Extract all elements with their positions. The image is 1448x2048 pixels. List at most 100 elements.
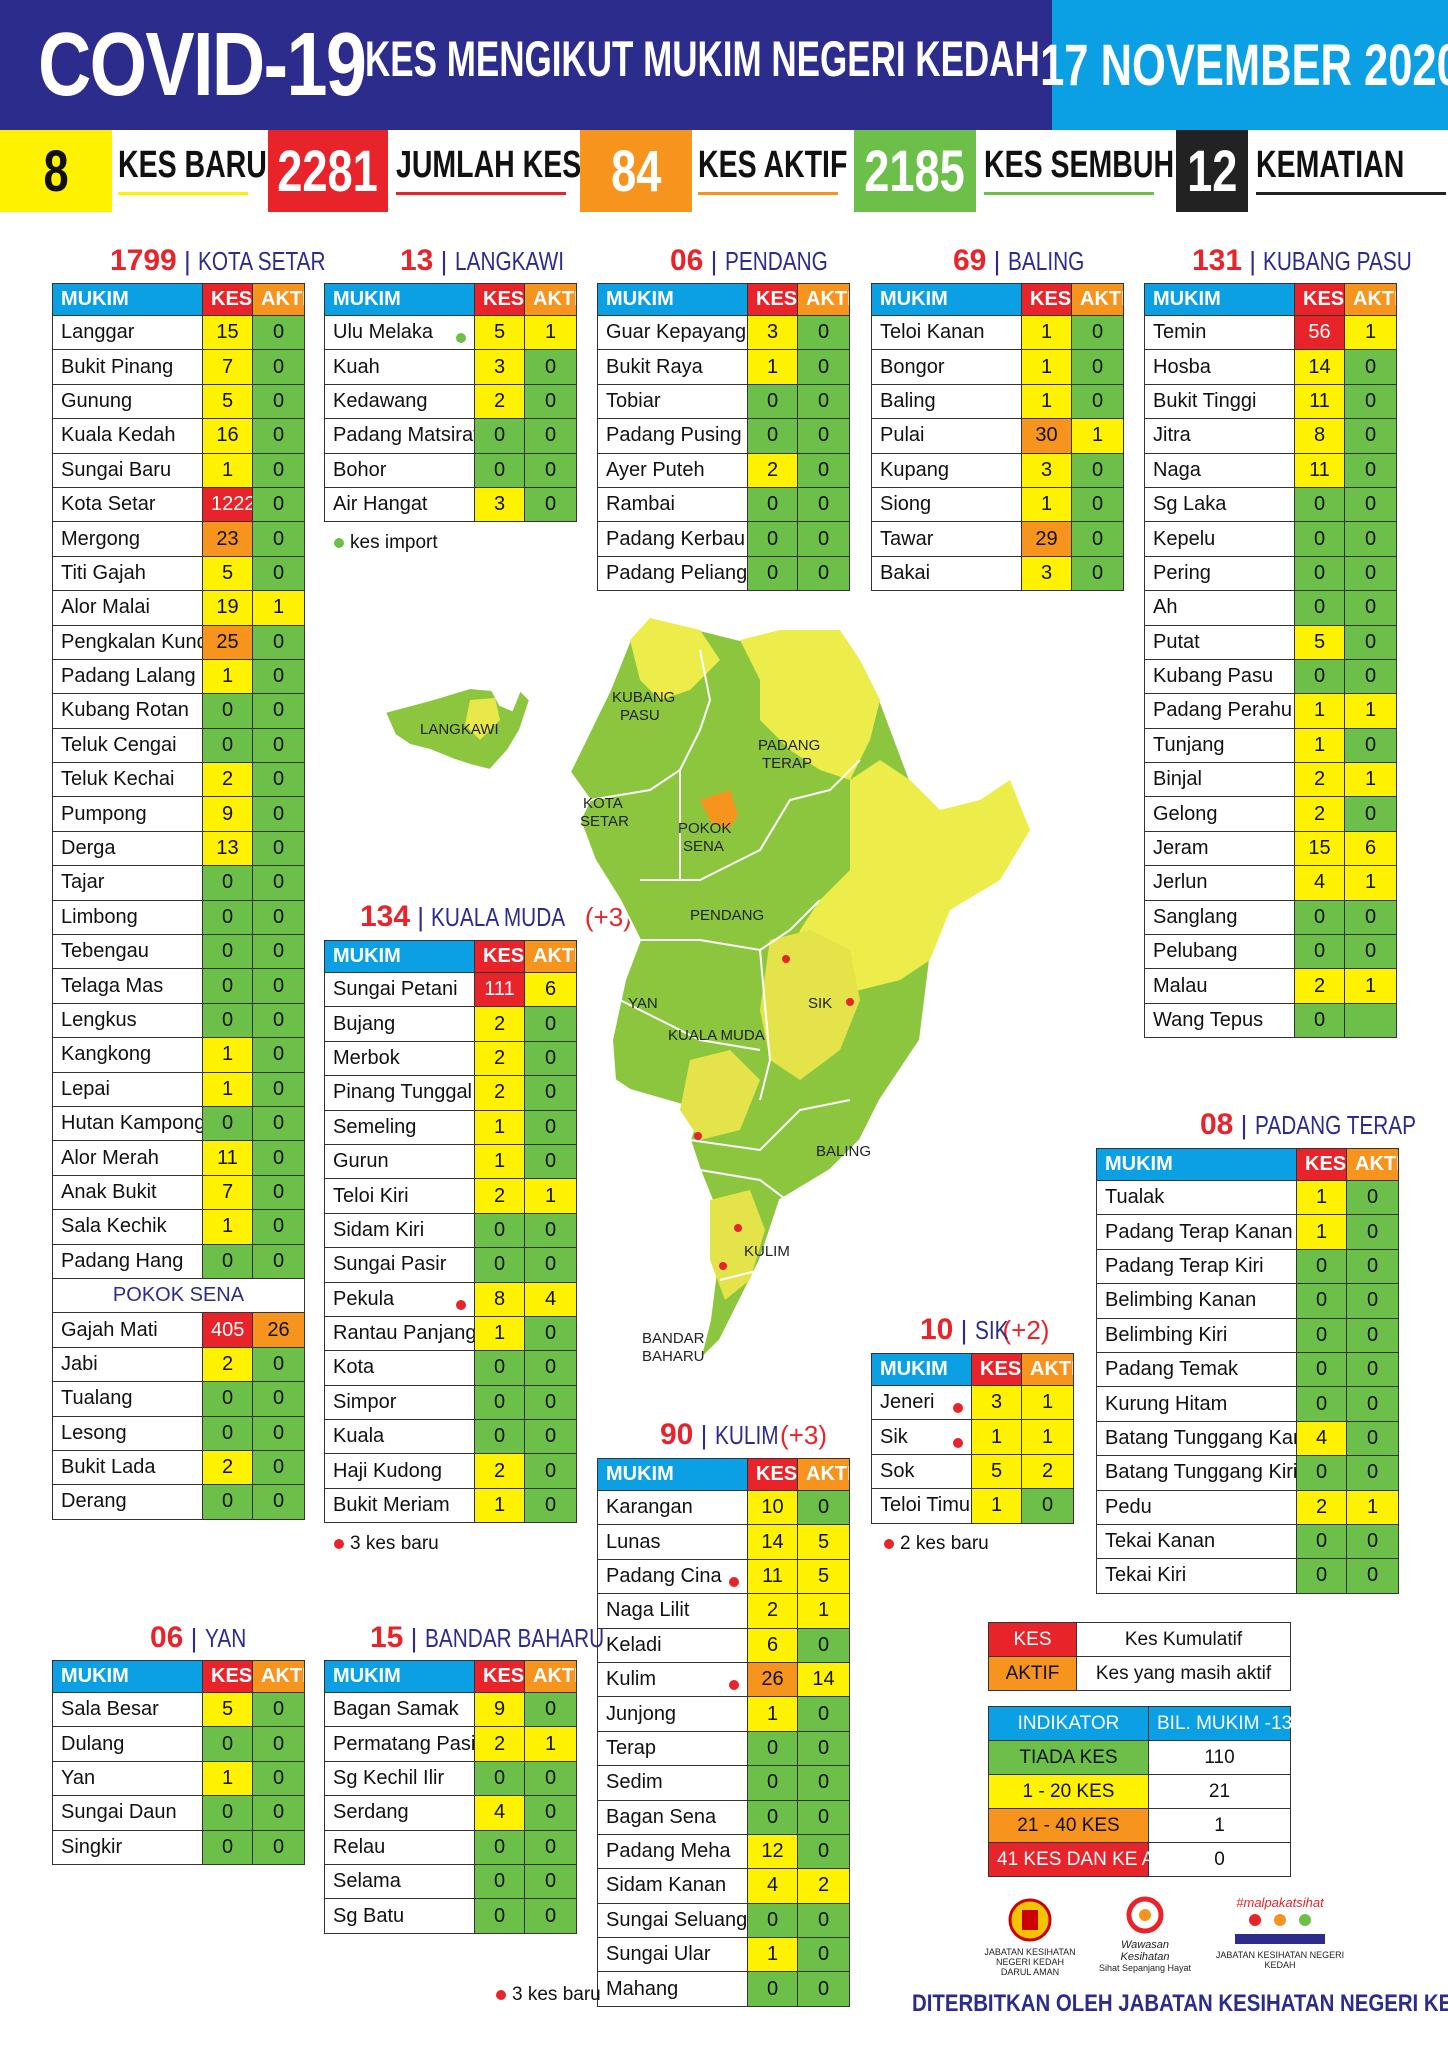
mukim-name: Jitra	[1144, 418, 1295, 454]
kes-value: 8	[474, 1281, 525, 1317]
kes-header: KES	[747, 1458, 798, 1491]
kes-value: 3	[1021, 555, 1072, 592]
aktif-value: 0	[524, 1109, 577, 1145]
aktif-value: 0	[1346, 1455, 1399, 1491]
table-row: Kota 0 0	[324, 1350, 577, 1386]
aktif-value: 0	[797, 349, 850, 385]
table-header: MUKIMKESAKTIF	[52, 1660, 305, 1693]
kes-value: 111	[474, 971, 525, 1008]
district-title-baling: 69 | BALING	[953, 244, 1084, 277]
table-row: Teloi Timur 1 0	[871, 1488, 1074, 1524]
aktif-value: 0	[1346, 1283, 1399, 1319]
aktif-value: 0	[252, 418, 305, 454]
mukim-name: Derang	[52, 1484, 203, 1520]
mukim-name: Wang Tepus	[1144, 1002, 1295, 1039]
table-header: MUKIMKESAKTIF	[1096, 1148, 1399, 1181]
kes-value: 5	[474, 314, 525, 351]
aktif-value: 0	[797, 1696, 850, 1732]
stat-value: 12	[1176, 130, 1248, 212]
mukim-name: Sala Kechik	[52, 1209, 203, 1245]
map-label-langkawi: LANGKAWI	[420, 721, 499, 738]
kes-value: 0	[202, 968, 253, 1004]
kes-value: 1	[747, 349, 798, 385]
aktif-value: 0	[1344, 658, 1397, 695]
aktif-value: 0	[797, 1730, 850, 1767]
kes-value: 4	[474, 1795, 525, 1831]
crest-icon	[1008, 1898, 1052, 1942]
legend-bil-mukim-header: BIL. MUKIM -132	[1148, 1706, 1303, 1741]
table-row: Jabi 2 0	[52, 1346, 305, 1383]
table-row: Kepelu 0 0	[1144, 521, 1397, 557]
aktif-value: 0	[252, 1760, 305, 1797]
mukim-name: Belimbing Kanan	[1096, 1283, 1297, 1319]
kes-value: 2	[474, 1178, 525, 1214]
aktif-value: 0	[1071, 349, 1124, 385]
mukim-name: Relau	[324, 1829, 475, 1865]
aktif-value: 0	[797, 418, 850, 454]
aktif-value: 1	[524, 1726, 577, 1762]
map-label-bandar-baharu-1: BANDAR	[642, 1330, 705, 1347]
district-title-langkawi: 13 | LANGKAWI	[400, 244, 564, 277]
mps-logo-sub: JABATAN KESIHATAN NEGERI KEDAH	[1215, 1950, 1345, 1970]
mukim-name: Padang Lalang	[52, 658, 203, 695]
aktif-value: 0	[252, 314, 305, 351]
aktif-value: 1	[1344, 693, 1397, 729]
table-row: Guar Kepayang 3 0	[597, 314, 850, 351]
aktif-value: 0	[1344, 349, 1397, 385]
district-table-kubang-pasu: MUKIMKESAKTIFTemin561Hosba140Bukit Tingg…	[1144, 283, 1397, 1039]
kes-value: 1	[474, 1109, 525, 1145]
district-total: 69	[953, 244, 987, 277]
aktif-value: 0	[797, 555, 850, 592]
table-row: Siong 1 0	[871, 486, 1124, 523]
kes-value: 2	[1294, 796, 1345, 832]
table-header: MUKIMKESAKTIF	[52, 283, 305, 316]
kes-value: 0	[474, 1419, 525, 1455]
mukim-name: Terap	[597, 1730, 748, 1767]
mukim-name: Padang Hang	[52, 1243, 203, 1279]
mukim-name: Ulu Melaka	[324, 314, 475, 351]
map-dot-kulim1	[734, 1224, 742, 1232]
mukim-name: Tekai Kanan	[1096, 1523, 1297, 1560]
table-header: MUKIMKESAKTIF	[324, 1660, 577, 1693]
kes-header: KES	[1296, 1148, 1347, 1181]
district-name: BALING	[1007, 246, 1084, 276]
aktif-value: 0	[252, 796, 305, 832]
kes-value: 0	[747, 486, 798, 523]
aktif-value: 0	[252, 727, 305, 764]
table-row: Kedawang 2 0	[324, 383, 577, 420]
district-title-kubang-pasu: 131 | KUBANG PASU	[1192, 244, 1412, 277]
mukim-name: Bongor	[871, 349, 1022, 385]
legend-aktif-key: AKTIF	[988, 1656, 1077, 1691]
kes-value: 0	[747, 555, 798, 592]
aktif-value: 0	[1344, 418, 1397, 454]
district-total: 131	[1192, 244, 1243, 277]
map-yellow-sik2	[760, 930, 860, 1080]
mukim-name: Titi Gajah	[52, 555, 203, 592]
kes-value: 1	[1021, 383, 1072, 420]
table-row: Tawar 29 0	[871, 521, 1124, 557]
kes-value: 1	[1296, 1179, 1347, 1216]
kes-value: 2	[1294, 968, 1345, 1004]
stat-label: KES SEMBUH	[984, 143, 1175, 186]
kes-value: 2	[202, 1346, 253, 1383]
mukim-name: Jeneri	[871, 1384, 972, 1421]
district-total: 08	[1200, 1108, 1234, 1141]
table-row: Kota Setar 1222 0	[52, 486, 305, 523]
table-row: Gelong 2 0	[1144, 796, 1397, 832]
kes-value: 3	[474, 486, 525, 523]
aktif-value: 0	[252, 1105, 305, 1142]
aktif-value: 0	[1344, 555, 1397, 592]
district-name: BANDAR BAHARU	[424, 1623, 604, 1653]
report-date: 17 NOVEMBER 2020	[1039, 32, 1448, 98]
mukim-name: Binjal	[1144, 762, 1295, 798]
mukim-name: Singkir	[52, 1829, 203, 1865]
mukim-name: Sg Laka	[1144, 486, 1295, 523]
mukim-name: Sala Besar	[52, 1691, 203, 1728]
aktif-value: 6	[1344, 830, 1397, 867]
kes-value: 11	[1294, 452, 1345, 488]
district-total: 90	[660, 1418, 694, 1451]
table-row: Naga Lilit 2 1	[597, 1593, 850, 1629]
aktif-value	[1344, 1002, 1397, 1039]
kes-value: 0	[202, 1795, 253, 1831]
district-name: LANGKAWI	[454, 246, 564, 276]
